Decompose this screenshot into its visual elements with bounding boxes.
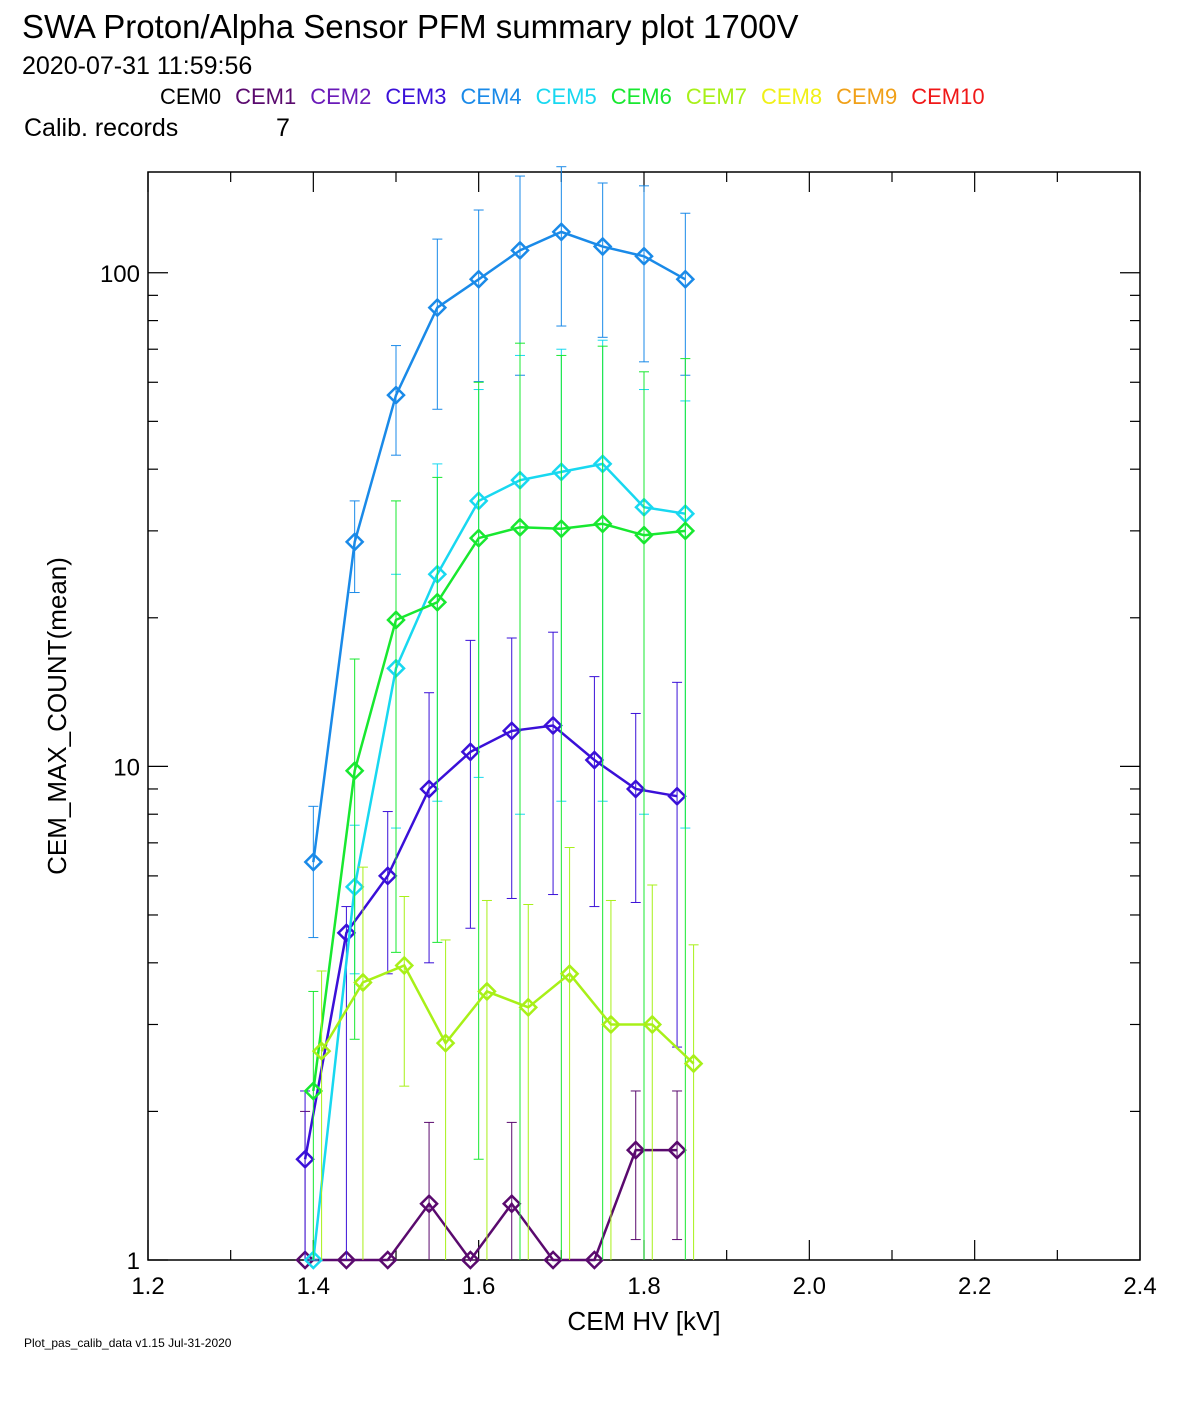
data-point <box>336 1250 357 1270</box>
legend: CEM0 CEM1 CEM2 CEM3 CEM4 CEM5 CEM6 CEM7 CEM8 CEM9… <box>160 84 999 110</box>
data-point <box>625 1140 646 1160</box>
legend-item-cem3: CEM3 <box>385 84 447 109</box>
data-point <box>584 1250 605 1270</box>
data-point <box>460 742 481 762</box>
data-point <box>510 240 530 261</box>
data-point <box>336 923 357 943</box>
data-point <box>427 297 448 318</box>
data-point <box>667 786 687 807</box>
data-point <box>394 955 415 976</box>
series-line <box>320 963 695 1065</box>
data-point <box>311 1041 332 1061</box>
y-tick-label: 100 <box>100 261 140 288</box>
data-point <box>510 517 530 538</box>
data-point <box>303 1081 324 1101</box>
legend-item-cem9: CEM9 <box>836 84 898 109</box>
legend-item-cem2: CEM2 <box>310 84 372 109</box>
data-point <box>295 1149 315 1170</box>
data-point <box>427 592 448 613</box>
data-point <box>460 1250 481 1270</box>
series-line <box>303 724 678 1160</box>
chart-title: SWA Proton/Alpha Sensor PFM summary plot… <box>22 8 799 45</box>
calib-records-label: Calib. records <box>24 114 179 142</box>
series-line <box>312 522 686 1092</box>
legend-item-cem8: CEM8 <box>761 84 823 109</box>
data-point <box>543 1250 563 1270</box>
data-point <box>592 236 613 257</box>
data-point <box>303 1250 324 1270</box>
x-tick-label: 1.2 <box>131 1273 164 1300</box>
chart-timestamp: 2020-07-31 11:59:56 <box>22 52 253 80</box>
calib-records-value: 7 <box>276 114 290 142</box>
footer-version: Plot_pas_calib_data v1.15 Jul-31-2020 <box>24 1336 232 1350</box>
x-tick-label: 2.0 <box>793 1273 826 1300</box>
x-tick-label: 1.8 <box>627 1273 660 1300</box>
data-point <box>468 528 489 548</box>
data-point <box>468 269 489 290</box>
data-point <box>551 222 572 242</box>
data-point <box>634 525 654 545</box>
series-line <box>312 230 686 863</box>
legend-item-cem10: CEM10 <box>911 84 985 109</box>
data-point <box>667 1140 687 1160</box>
legend-item-cem4: CEM4 <box>460 84 522 109</box>
series-layer <box>295 166 704 1270</box>
data-point <box>551 518 572 539</box>
data-point <box>501 721 522 741</box>
series-cem7 <box>311 846 704 1260</box>
data-point <box>386 385 406 405</box>
data-point <box>344 760 365 781</box>
legend-item-cem5: CEM5 <box>535 84 597 109</box>
data-point <box>675 521 696 541</box>
data-point <box>592 514 613 534</box>
x-tick-label: 1.6 <box>462 1273 495 1300</box>
data-point <box>543 715 563 736</box>
legend-item-cem1: CEM1 <box>235 84 297 109</box>
data-point <box>386 610 406 630</box>
legend-item-cem0: CEM0 <box>160 84 222 109</box>
data-point <box>377 866 398 886</box>
data-point <box>642 1014 663 1035</box>
data-point <box>303 852 324 872</box>
data-point <box>501 1193 522 1214</box>
x-tick-label: 2.2 <box>958 1273 991 1300</box>
data-point <box>683 1053 704 1074</box>
series-line <box>305 1148 678 1263</box>
data-point <box>377 1250 398 1270</box>
data-point <box>477 981 497 1002</box>
series-cem3 <box>295 631 687 1260</box>
data-point <box>584 750 605 770</box>
data-point <box>353 972 373 993</box>
data-point <box>559 964 580 984</box>
axes: 1.2 1.4 1.6 1.8 2.0 2.2 2.4 1 10 100 <box>100 171 1157 1300</box>
x-tick-label: 1.4 <box>297 1273 330 1300</box>
data-point <box>295 1250 315 1270</box>
series-cem4 <box>303 166 696 939</box>
y-tick-label: 10 <box>113 754 140 781</box>
series-cem1 <box>295 1090 687 1270</box>
y-tick-label: 1 <box>127 1248 140 1275</box>
data-point <box>518 997 539 1018</box>
data-point <box>419 1193 439 1214</box>
series-cem5 <box>303 339 696 1270</box>
legend-item-cem7: CEM7 <box>685 84 747 109</box>
data-point <box>344 532 365 552</box>
y-axis-label: CEM_MAX_COUNT(mean) <box>42 557 72 875</box>
series-cem6 <box>303 342 696 1260</box>
data-point <box>419 779 439 799</box>
x-tick-label: 2.4 <box>1123 1273 1156 1300</box>
data-point <box>625 779 646 799</box>
x-axis-label: CEM HV [kV] <box>567 1306 720 1336</box>
data-point <box>634 246 654 267</box>
series-line <box>312 462 686 1261</box>
legend-item-cem6: CEM6 <box>610 84 672 109</box>
data-point <box>675 269 696 290</box>
data-point <box>435 1033 456 1053</box>
data-point <box>601 1014 621 1035</box>
